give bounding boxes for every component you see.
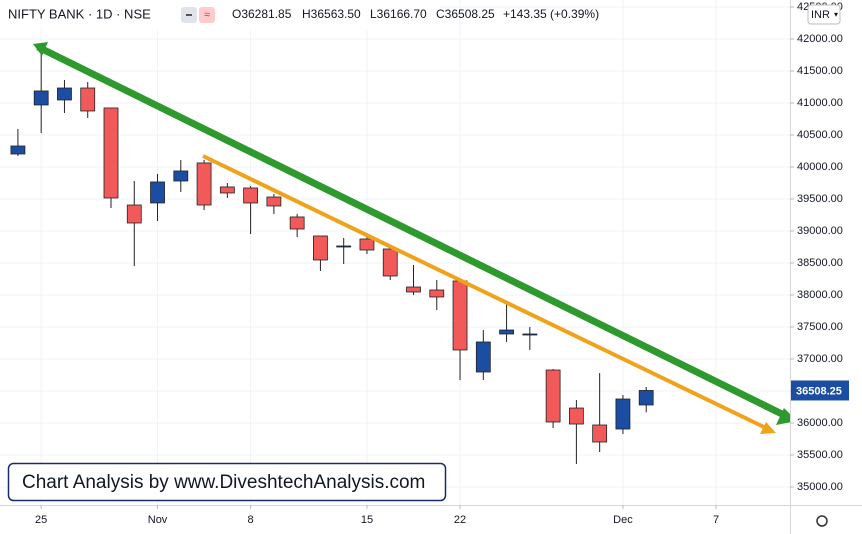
- currency-button[interactable]: [807, 4, 841, 25]
- candle-body: [150, 181, 165, 204]
- y-tick-label: 35000.00: [797, 481, 843, 493]
- candle-body: [57, 87, 72, 101]
- symbol: NIFTY BANK · 1D · NSE: [8, 6, 151, 21]
- candle-body: [452, 280, 468, 351]
- trend-line-orange: [202, 154, 767, 430]
- ohlc-open: O36281.85: [232, 7, 292, 21]
- x-tick-label: 25: [35, 514, 47, 526]
- y-tick-label: 39000.00: [797, 225, 843, 237]
- y-tick-label: 41500.00: [797, 65, 843, 77]
- candle-body: [219, 186, 235, 194]
- ohlc-change: +143.35 (+0.39%): [503, 7, 599, 21]
- grid: [0, 0, 790, 505]
- dropdown-icon: ▾: [834, 10, 838, 19]
- y-tick-label: 41000.00: [797, 97, 843, 109]
- y-tick-label: 38000.00: [797, 289, 843, 301]
- candle-body: [103, 107, 119, 199]
- x-tick-label: 15: [361, 514, 373, 526]
- y-tick-label: 40000.00: [797, 161, 843, 173]
- y-tick-label: 42000.00: [797, 33, 843, 45]
- watermark-box: [7, 462, 447, 502]
- x-tick-label: 8: [248, 514, 254, 526]
- candle-body: [638, 390, 654, 406]
- ohlc-high: H36563.50: [302, 7, 361, 21]
- candle-body: [499, 329, 514, 335]
- candle-body: [173, 170, 189, 182]
- candle-body: [243, 187, 259, 204]
- candle-body: [429, 289, 445, 298]
- candle-body: [336, 245, 352, 248]
- candle-body: [359, 238, 375, 251]
- candles: [10, 51, 654, 465]
- y-tick-label: 37000.00: [797, 353, 843, 365]
- y-tick-label: 37500.00: [797, 321, 843, 333]
- candle-body: [615, 398, 631, 430]
- candle-body: [126, 204, 142, 224]
- candle-body: [475, 341, 491, 373]
- candle-body: [406, 286, 421, 293]
- header-bg: [0, 0, 440, 30]
- candle-body: [289, 216, 305, 230]
- candle-body: [592, 424, 608, 443]
- x-tick-label: Nov: [148, 514, 168, 526]
- price-axis: [790, 0, 862, 534]
- icon-glyph: ≈: [204, 9, 210, 21]
- currency: INR: [811, 9, 830, 21]
- settings-icon[interactable]: [816, 515, 828, 527]
- candle-body: [33, 90, 49, 106]
- candle-body: [522, 333, 538, 336]
- candle-body: [196, 162, 212, 206]
- candle-body: [545, 369, 561, 423]
- icon[interactable]: [199, 7, 215, 23]
- price-badge: [791, 380, 849, 401]
- ohlc-low: L36166.70: [370, 7, 427, 21]
- y-tick-label: 40500.00: [797, 129, 843, 141]
- y-tick-label: 36000.00: [797, 417, 843, 429]
- x-tick-label: 7: [713, 514, 719, 526]
- x-tick-label: 22: [454, 514, 466, 526]
- watermark: Chart Analysis by www.DiveshtechAnalysis…: [22, 472, 425, 493]
- y-tick-label: 38500.00: [797, 257, 843, 269]
- y-tick-label: 39500.00: [797, 193, 843, 205]
- trend-line-green: [36, 43, 788, 420]
- candle-body: [10, 145, 26, 155]
- x-tick-label: Dec: [613, 514, 633, 526]
- candle-body: [80, 87, 96, 112]
- candle-body: [266, 196, 282, 207]
- candle-body: [313, 235, 328, 261]
- icon-glyph: [186, 14, 192, 16]
- ohlc-close: C36508.25: [436, 7, 495, 21]
- price-badge-label: 36508.25: [796, 385, 842, 397]
- candle-body: [568, 407, 584, 425]
- arrow-tail: [33, 42, 48, 56]
- y-tick-label: 35500.00: [797, 449, 843, 461]
- axes: 35000.0035500.0036000.0036500.0037000.00…: [35, 1, 849, 526]
- arrow-head: [760, 422, 776, 434]
- candle-body: [382, 248, 398, 277]
- time-axis: [0, 505, 862, 534]
